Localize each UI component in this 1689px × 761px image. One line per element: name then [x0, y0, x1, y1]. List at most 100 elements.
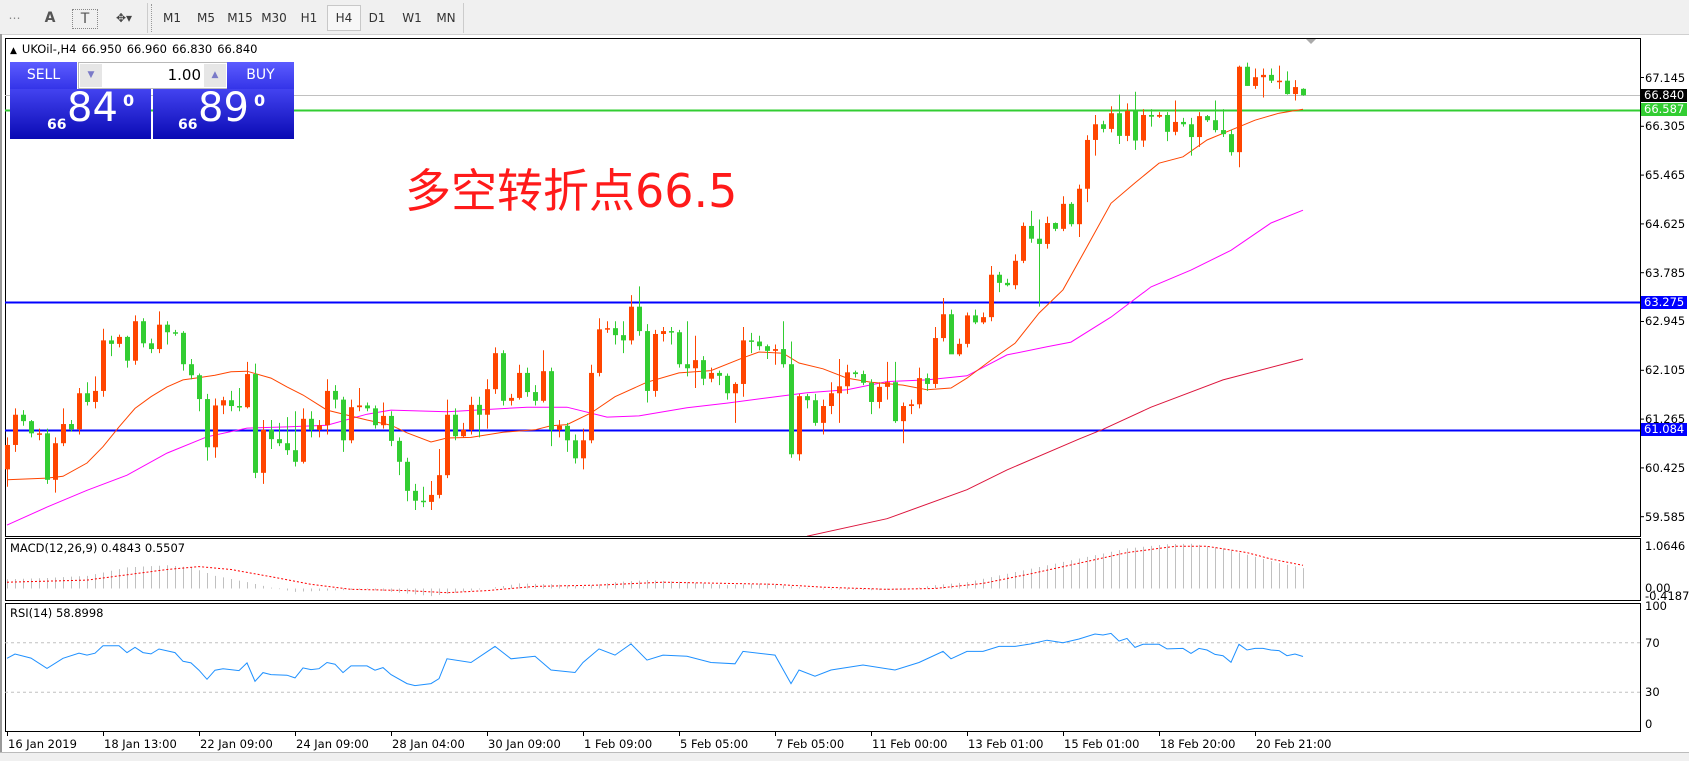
candle-bearish: [573, 440, 578, 459]
chart-annotation-text[interactable]: 多空转折点66.5: [405, 164, 738, 218]
candle-bearish: [549, 371, 554, 430]
time-axis-label: 7 Feb 05:00: [776, 737, 845, 751]
candle-bearish: [421, 500, 426, 503]
candle-bullish: [261, 429, 266, 473]
macd-signal-line: [6, 545, 1304, 594]
ohlc-open: 66.950: [81, 42, 122, 56]
candle-bearish: [1053, 223, 1058, 229]
candle-bearish: [1189, 124, 1194, 138]
candle-bearish: [637, 306, 642, 332]
grid-icon[interactable]: ⋯: [8, 11, 21, 25]
rsi-pane-border: [5, 603, 1641, 732]
rsi-plot: [5, 632, 1640, 693]
toolbar-grip[interactable]: [151, 4, 153, 32]
candle-bearish: [805, 396, 810, 401]
timeframe-m5[interactable]: M5: [197, 11, 215, 25]
timeframe-w1[interactable]: W1: [402, 11, 422, 25]
main-plot: [5, 62, 1640, 536]
text-label-tool-icon[interactable]: T: [72, 9, 98, 29]
timeframe-d1[interactable]: D1: [368, 11, 386, 25]
candle-bearish: [477, 404, 482, 415]
candle-bullish: [301, 418, 306, 462]
price-axis-label: 63.785: [1645, 265, 1686, 280]
buy-price-main: 89: [198, 85, 249, 131]
volume-input[interactable]: 1.00: [167, 66, 201, 84]
volume-decrease-icon[interactable]: ▼: [80, 64, 102, 87]
candle-bearish: [1213, 120, 1218, 131]
candle-bearish: [973, 315, 978, 323]
price-axis-label: 67.145: [1645, 70, 1686, 85]
candle-bearish: [1285, 80, 1290, 95]
candle-bullish: [557, 425, 562, 430]
price-axis-label: 66.305: [1645, 119, 1686, 134]
candle-bullish: [709, 372, 714, 379]
candle-bearish: [1221, 130, 1226, 135]
candle-bullish: [1277, 80, 1282, 83]
price-tag-label: 66.587: [1641, 103, 1688, 117]
candle-bullish: [597, 329, 602, 373]
candle-bullish: [541, 371, 546, 401]
candle-bearish: [501, 353, 506, 401]
time-axis-label: 13 Feb 01:00: [968, 737, 1044, 751]
candle-bullish: [349, 407, 354, 441]
candle-bearish: [1181, 121, 1186, 125]
price-axis-label: 64.625: [1645, 216, 1686, 231]
candle-bearish: [725, 375, 730, 394]
sell-button[interactable]: SELL: [10, 62, 77, 89]
candle-bearish: [781, 349, 786, 365]
candle-bearish: [45, 433, 50, 480]
timeframe-mn[interactable]: MN: [436, 11, 456, 25]
candle-bullish: [213, 405, 218, 448]
candle-bearish: [645, 331, 650, 391]
buy-price-prefix: 66: [178, 117, 198, 133]
timeframe-m1[interactable]: M1: [163, 11, 181, 25]
candle-bullish: [445, 414, 450, 476]
candle-bullish: [837, 386, 842, 394]
timeframe-h1[interactable]: H1: [300, 11, 318, 25]
rsi-axis-label: 100: [1645, 598, 1667, 613]
text-tool-icon[interactable]: A: [44, 10, 56, 26]
toolbar-divider: [463, 3, 464, 33]
price-axis-label: 61.265: [1645, 412, 1686, 427]
candle-bullish: [1061, 203, 1066, 229]
candle-bearish: [749, 340, 754, 342]
candle-bearish: [893, 382, 898, 422]
candle-bullish: [917, 378, 922, 405]
volume-stepper[interactable]: ▼ 1.00 ▲: [78, 62, 228, 89]
candle-bearish: [1205, 116, 1210, 121]
candle-bearish: [389, 415, 394, 441]
candle-bearish: [165, 324, 170, 333]
candle-bullish: [61, 424, 66, 444]
candle-bullish: [965, 315, 970, 344]
candle-bullish: [117, 336, 122, 344]
time-axis-label: 24 Jan 09:00: [296, 737, 369, 751]
timeframe-m30[interactable]: M30: [261, 11, 287, 25]
price-axis-label: 65.465: [1645, 168, 1686, 183]
candle-bearish: [173, 332, 178, 334]
candle-bearish: [109, 340, 114, 344]
shapes-dropdown-icon[interactable]: ✥▾: [115, 11, 133, 25]
candle-bullish: [981, 317, 986, 323]
candle-bullish: [661, 331, 666, 334]
collapse-triangle-icon[interactable]: ▲: [10, 46, 17, 56]
candle-bullish: [741, 340, 746, 384]
candle-bearish: [997, 274, 1002, 283]
timeframe-h4[interactable]: H4: [327, 5, 361, 31]
volume-increase-icon[interactable]: ▲: [204, 64, 226, 87]
candle-bullish: [37, 433, 42, 435]
candle-bearish: [1269, 74, 1274, 81]
candle-bullish: [909, 404, 914, 407]
sell-price-box[interactable]: 66 84 0: [10, 85, 151, 139]
timeframe-m15[interactable]: M15: [227, 11, 253, 25]
one-click-trading-panel: SELL ▼ 1.00 ▲ BUY 66 84 0 66 89 0: [10, 62, 294, 139]
buy-price-box[interactable]: 66 89 0: [153, 85, 294, 139]
candle-bearish: [285, 443, 290, 451]
toolbar: ⋯ A T ✥▾ M1 M5 M15 M30 H1 H4 D1 W1 MN: [0, 0, 1689, 35]
candle-bearish: [85, 393, 90, 402]
buy-button[interactable]: BUY: [227, 62, 294, 89]
candle-bearish: [21, 414, 26, 422]
candle-bullish: [357, 405, 362, 408]
candle-bearish: [1165, 114, 1170, 132]
candle-bearish: [333, 390, 338, 400]
